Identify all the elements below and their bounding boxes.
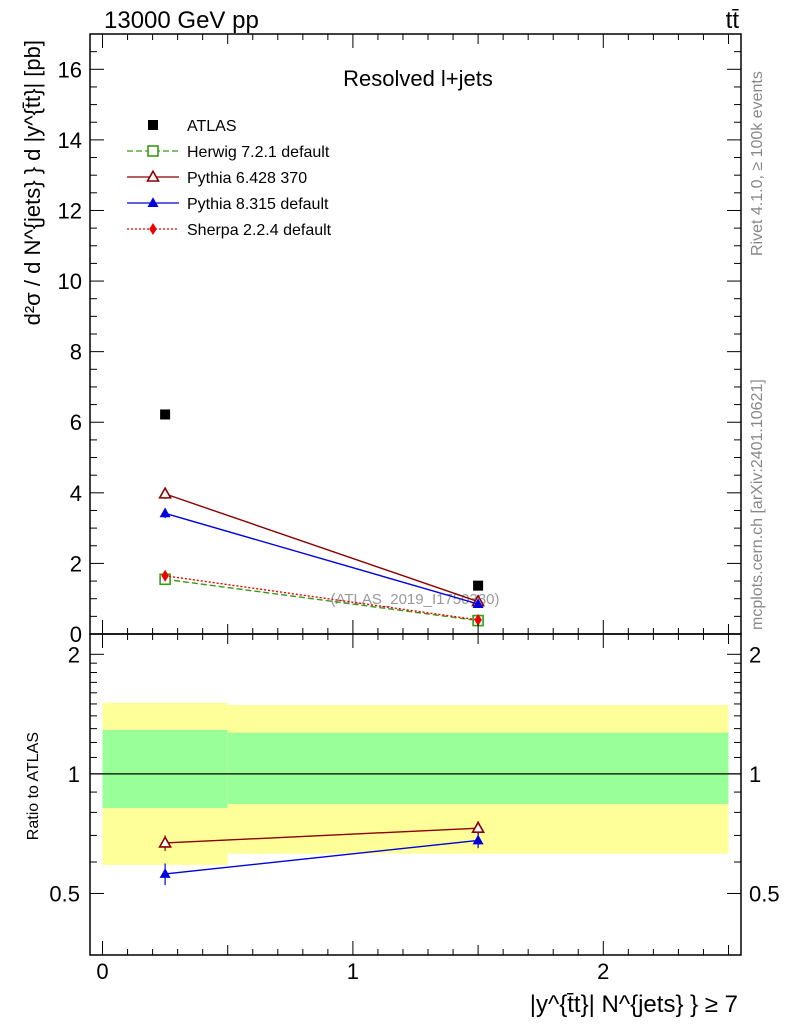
ratio-uncertainty-bands — [102, 702, 729, 865]
series-line — [164, 512, 479, 605]
y-tick-label: 4 — [70, 481, 82, 506]
y-tick-label: 16 — [58, 57, 82, 82]
ratio-y-tick-label: 2 — [68, 642, 80, 667]
data-point — [158, 486, 172, 499]
legend-marker — [147, 197, 159, 207]
main-y-axis-title: d²σ / d N^{jets} } d |y^{t̄t}| [pb] — [20, 40, 45, 325]
series-pythia-8-315-default — [159, 507, 484, 608]
legend-marker — [146, 169, 160, 182]
ratio-y-axis-title: Ratio to ATLAS — [25, 732, 42, 840]
main-series-group — [158, 409, 485, 627]
series-sherpa-2-2-4-default — [161, 569, 482, 626]
legend-label: Herwig 7.2.1 default — [187, 144, 330, 161]
legend-label: Pythia 6.428 370 — [187, 170, 307, 187]
legend-marker — [148, 120, 158, 130]
rivet-version-label: Rivet 4.1.0, ≥ 100k events — [749, 71, 766, 256]
legend-entry-sherpa-2-2-4-default: Sherpa 2.2.4 default — [127, 222, 332, 239]
ratio-band-green-0 — [102, 729, 228, 809]
legend-entry-herwig-7-2-1-default: Herwig 7.2.1 default — [127, 144, 330, 161]
x-tick-label: 1 — [347, 959, 359, 984]
series-line — [164, 493, 479, 603]
legend-label: ATLAS — [187, 118, 237, 135]
ratio-y-tick-label-right: 1 — [749, 762, 761, 787]
legend-label: Sherpa 2.2.4 default — [187, 222, 332, 239]
legend-marker — [149, 223, 157, 235]
data-point — [473, 580, 484, 591]
data-point — [160, 409, 171, 420]
ratio-line — [165, 827, 479, 844]
collision-energy-label: 13000 GeV pp — [104, 7, 259, 34]
series-line — [165, 575, 479, 621]
ratio-band-green-1 — [227, 732, 729, 804]
ratio-point — [159, 868, 171, 878]
x-ticks: 0 1 2 — [96, 34, 729, 984]
ratio-y-tick-label-right: 2 — [749, 642, 761, 667]
ratio-line — [165, 839, 479, 875]
y-tick-label: 6 — [70, 410, 82, 435]
ratio-point — [158, 835, 172, 848]
x-tick-label: 2 — [597, 959, 609, 984]
x-axis-title: |y^{t̄t}| N^{jets} } ≥ 7 — [530, 991, 738, 1018]
legend-entry-atlas: ATLAS — [148, 118, 237, 135]
mcplots-reference-label: mcplots.cern.ch [arXiv:2401.10621] — [749, 379, 766, 630]
legend: ATLAS Herwig 7.2.1 default Pythia 6.428 37… — [127, 118, 332, 239]
ratio-point — [472, 834, 484, 845]
ratio-series-pythia-8-315-default — [159, 832, 484, 886]
ratio-point — [471, 820, 485, 833]
data-point — [472, 598, 484, 608]
ratio-y-tick-label-right: 0.5 — [749, 881, 780, 906]
main-y-ticks: 0 2 4 6 8 10 12 14 16 — [58, 33, 741, 647]
y-tick-label: 14 — [58, 128, 82, 153]
data-point — [161, 569, 169, 582]
legend-entry-pythia-6-428-370: Pythia 6.428 370 — [127, 169, 307, 187]
ratio-series-pythia-6-428-370 — [158, 820, 485, 851]
series-line — [165, 578, 479, 622]
y-tick-label: 10 — [58, 269, 82, 294]
y-tick-label: 12 — [58, 198, 82, 223]
data-point — [474, 613, 482, 626]
y-tick-label: 0 — [70, 622, 82, 647]
data-point — [159, 507, 171, 518]
ratio-y-ticks: 0.5 0.5 1 1 2 2 — [49, 642, 779, 906]
y-tick-label: 8 — [70, 340, 82, 365]
y-tick-label: 2 — [70, 551, 82, 576]
ratio-panel-frame — [89, 633, 742, 956]
series-pythia-6-428-370 — [158, 486, 485, 607]
ratio-y-tick-label: 1 — [68, 762, 80, 787]
analysis-watermark: (ATLAS_2019_I1750330) — [330, 591, 499, 608]
ratio-series-group — [158, 820, 485, 886]
process-label: tt̄ — [726, 7, 740, 34]
chart-title: Resolved l+jets — [343, 66, 493, 91]
series-atlas — [160, 409, 484, 591]
legend-marker — [147, 145, 159, 157]
legend-entry-pythia-8-315-default: Pythia 8.315 default — [127, 196, 329, 213]
ratio-y-tick-label: 0.5 — [49, 881, 80, 906]
legend-label: Pythia 8.315 default — [187, 196, 329, 213]
x-tick-label: 0 — [96, 959, 108, 984]
